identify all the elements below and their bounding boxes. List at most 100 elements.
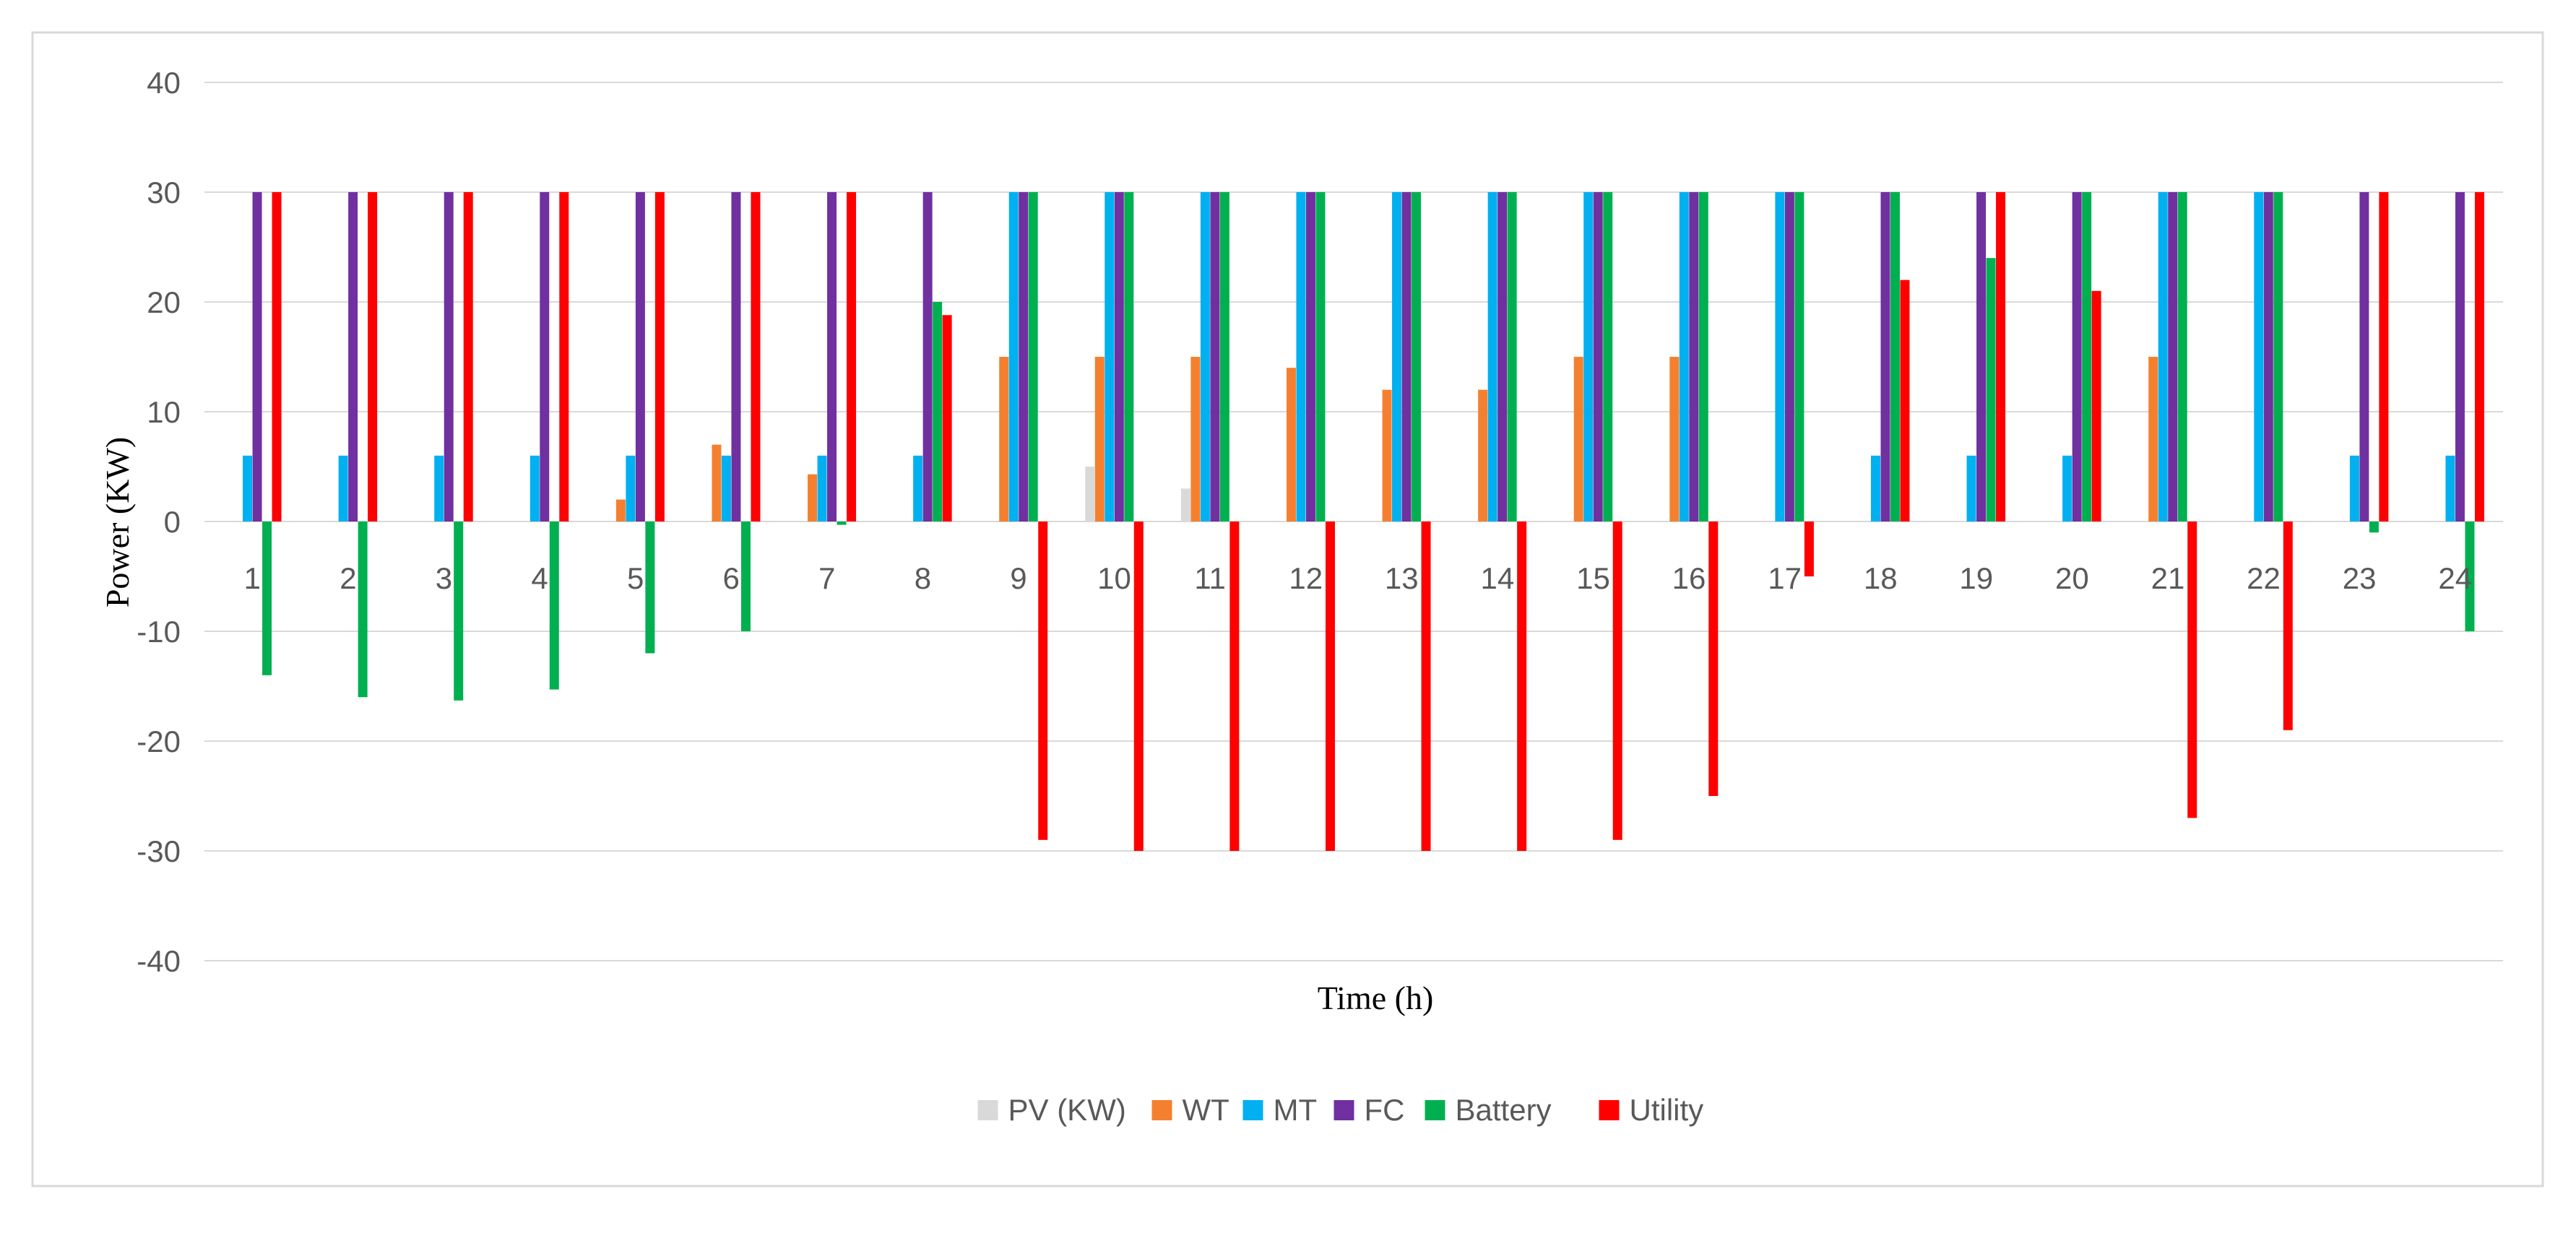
legend-label: PV (KW) <box>1008 1093 1126 1127</box>
x-tick-label: 23 <box>2343 561 2377 595</box>
bar-mt-11 <box>1200 192 1210 522</box>
bar-mt-24 <box>2445 455 2455 522</box>
bar-utility-15 <box>1612 522 1622 840</box>
bar-battery-17 <box>1794 192 1805 522</box>
legend-label: FC <box>1365 1093 1405 1127</box>
bar-wt-7 <box>808 474 818 522</box>
bar-wt-6 <box>712 444 722 522</box>
x-tick-label: 10 <box>1097 561 1131 595</box>
legend-swatch <box>1242 1100 1263 1120</box>
bar-battery-2 <box>358 522 368 698</box>
bar-battery-20 <box>2082 192 2092 522</box>
bar-utility-8 <box>942 315 952 522</box>
bar-utility-3 <box>463 192 473 522</box>
legend-swatch <box>1425 1100 1445 1120</box>
bar-battery-6 <box>740 522 751 631</box>
x-tick-label: 4 <box>531 561 548 595</box>
bar-battery-14 <box>1507 192 1517 522</box>
bar-fc-6 <box>731 192 741 522</box>
x-axis-title: Time (h) <box>1318 979 1434 1016</box>
bar-fc-19 <box>1976 192 1987 522</box>
bar-fc-11 <box>1210 192 1220 522</box>
x-tick-label: 19 <box>1959 561 1993 595</box>
bar-mt-9 <box>1008 192 1019 522</box>
bar-mt-4 <box>530 455 540 522</box>
bar-mt-20 <box>2062 455 2073 522</box>
bar-utility-19 <box>1996 192 2006 522</box>
bar-battery-24 <box>2465 522 2475 631</box>
bar-fc-17 <box>1784 192 1794 522</box>
bar-battery-8 <box>933 302 943 522</box>
legend-item: MT <box>1242 1093 1317 1127</box>
x-tick-label: 22 <box>2247 561 2281 595</box>
bar-fc-21 <box>2168 192 2178 522</box>
x-tick-label: 8 <box>915 561 931 595</box>
legend-item: FC <box>1334 1093 1405 1127</box>
bar-utility-10 <box>1133 522 1144 851</box>
bar-mt-10 <box>1105 192 1115 522</box>
bar-mt-5 <box>626 455 636 522</box>
bar-fc-2 <box>348 192 358 522</box>
y-tick-label: 30 <box>147 176 181 209</box>
y-tick-label: 20 <box>147 285 181 319</box>
bar-utility-6 <box>751 192 761 522</box>
legend-swatch <box>977 1100 998 1120</box>
x-tick-label: 17 <box>1768 561 1802 595</box>
y-tick-label: -30 <box>137 834 181 868</box>
bar-battery-12 <box>1315 192 1326 522</box>
bar-battery-23 <box>2369 522 2379 533</box>
bar-utility-4 <box>559 192 569 522</box>
bar-fc-23 <box>2359 192 2369 522</box>
bar-mt-18 <box>1870 455 1880 522</box>
bar-battery-5 <box>645 522 655 654</box>
bar-fc-24 <box>2455 192 2465 522</box>
x-tick-label: 20 <box>2055 561 2089 595</box>
bar-mt-8 <box>913 455 923 522</box>
bar-wt-9 <box>999 357 1009 522</box>
bar-fc-5 <box>635 192 645 522</box>
bar-wt-10 <box>1094 357 1105 522</box>
bar-wt-21 <box>2148 357 2158 522</box>
bar-utility-2 <box>368 192 378 522</box>
bar-mt-15 <box>1583 192 1594 522</box>
y-tick-label: -20 <box>137 724 181 758</box>
bar-mt-6 <box>721 455 731 522</box>
bar-utility-21 <box>2187 522 2197 818</box>
bar-wt-14 <box>1478 389 1488 522</box>
bar-fc-12 <box>1305 192 1315 522</box>
bar-utility-17 <box>1804 522 1814 576</box>
legend-label: Battery <box>1456 1093 1552 1127</box>
bar-utility-11 <box>1229 522 1240 851</box>
x-tick-label: 9 <box>1010 561 1026 595</box>
y-tick-label: 0 <box>164 505 181 539</box>
y-tick-label: -10 <box>137 615 181 649</box>
bar-battery-7 <box>837 522 847 525</box>
legend-item: Battery <box>1425 1093 1552 1127</box>
bar-utility-1 <box>272 192 282 522</box>
x-tick-label: 1 <box>244 561 261 595</box>
bar-wt-16 <box>1669 357 1680 522</box>
bar-fc-20 <box>2072 192 2082 522</box>
y-axis-title: Power (KW) <box>99 437 136 607</box>
bar-battery-18 <box>1890 192 1900 522</box>
x-tick-label: 3 <box>436 561 452 595</box>
bar-utility-23 <box>2379 192 2389 522</box>
bar-mt-14 <box>1487 192 1497 522</box>
x-tick-label: 5 <box>627 561 644 595</box>
bar-fc-18 <box>1880 192 1890 522</box>
bar-mt-22 <box>2254 192 2264 522</box>
bar-fc-15 <box>1593 192 1603 522</box>
bar-battery-10 <box>1124 192 1134 522</box>
legend-swatch <box>1151 1100 1172 1120</box>
bar-fc-14 <box>1497 192 1508 522</box>
bar-mt-19 <box>1966 455 1976 522</box>
bar-fc-4 <box>540 192 550 522</box>
bar-battery-9 <box>1028 192 1038 522</box>
bar-wt-13 <box>1382 389 1392 522</box>
bar-utility-14 <box>1517 522 1527 851</box>
legend: PV (KW) WT MT FC Battery Utility <box>977 1093 1703 1127</box>
bar-pv-kw-11 <box>1180 488 1190 522</box>
bar-mt-7 <box>817 455 827 522</box>
